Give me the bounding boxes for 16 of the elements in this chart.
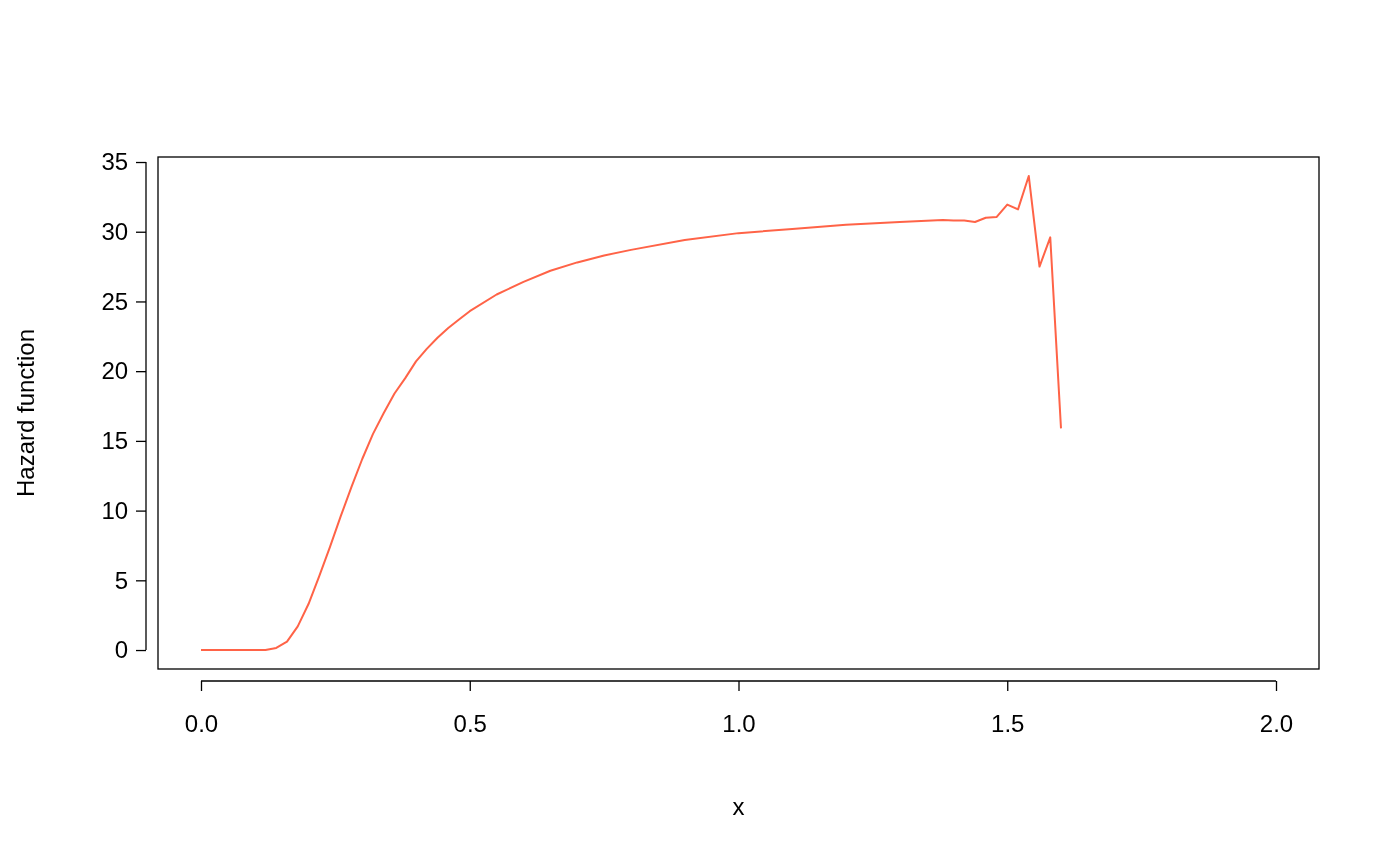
y-tick-label: 30 (101, 217, 129, 245)
line-series (200, 174, 1062, 652)
x-tick-label: 1.5 (991, 710, 1025, 738)
x-tick-label: 1.0 (722, 710, 756, 738)
y-tick-label: 35 (101, 148, 129, 176)
y-tick-label: 10 (101, 496, 129, 524)
y-tick-label: 5 (114, 566, 129, 594)
y-tick-label: 0 (114, 636, 129, 664)
x-tick-label: 0.5 (453, 710, 487, 738)
y-tick-label: 15 (101, 427, 129, 455)
y-tick-label: 25 (101, 287, 129, 315)
y-axis-title: Hazard function (12, 328, 39, 498)
x-axis-title: x (732, 793, 745, 820)
y-tick-label: 20 (101, 357, 129, 385)
x-tick-label: 0.0 (184, 710, 219, 738)
x-tick-label: 2.0 (1259, 710, 1294, 738)
